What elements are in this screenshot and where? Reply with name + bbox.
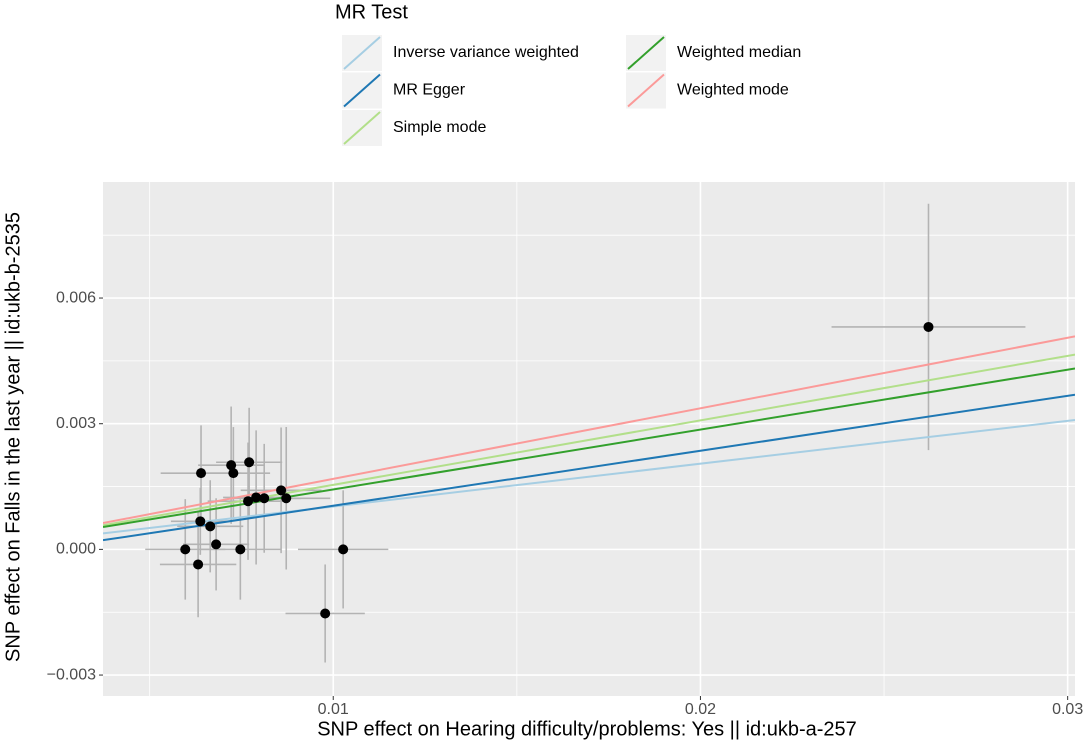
point	[196, 468, 207, 479]
y-tick-label: 0.000	[56, 541, 96, 558]
legend-swatch	[343, 73, 381, 108]
point	[235, 544, 246, 555]
x-tick-label: 0.02	[685, 701, 716, 718]
point	[320, 608, 331, 619]
point	[923, 321, 934, 332]
point	[338, 544, 349, 555]
point	[276, 485, 287, 496]
point	[195, 516, 206, 527]
legend-label: Weighted mode	[677, 82, 789, 99]
point	[228, 468, 239, 479]
point	[211, 539, 222, 550]
point	[281, 493, 292, 504]
x-axis-label: SNP effect on Hearing difficulty/problem…	[317, 718, 857, 740]
legend-title: MR Test	[335, 1, 408, 23]
point	[243, 496, 254, 507]
legend-label: Weighted median	[677, 44, 801, 61]
point	[251, 492, 262, 503]
legend-label: MR Egger	[393, 82, 466, 99]
y-tick-label: 0.003	[56, 415, 96, 432]
point	[193, 559, 204, 570]
y-axis-label: SNP effect on Falls in the last year || …	[2, 212, 24, 662]
point	[180, 544, 191, 555]
fit-line	[103, 335, 1075, 525]
x-tick-label: 0.01	[318, 701, 349, 718]
point	[259, 493, 270, 504]
fit-line	[103, 393, 1075, 542]
x-tick-label: 0.03	[1052, 701, 1083, 718]
legend-swatch	[343, 36, 381, 70]
point	[244, 457, 255, 468]
y-tick-label: 0.006	[56, 289, 96, 306]
point	[226, 460, 237, 471]
legend-swatch	[343, 111, 381, 145]
point	[205, 521, 216, 532]
legend-label: Simple mode	[393, 119, 486, 136]
legend-label: Inverse variance weighted	[393, 44, 579, 61]
y-tick-label: −0.003	[47, 666, 96, 683]
fit-line	[103, 418, 1075, 535]
legend-swatch	[627, 36, 665, 70]
legend-swatch	[627, 73, 665, 108]
